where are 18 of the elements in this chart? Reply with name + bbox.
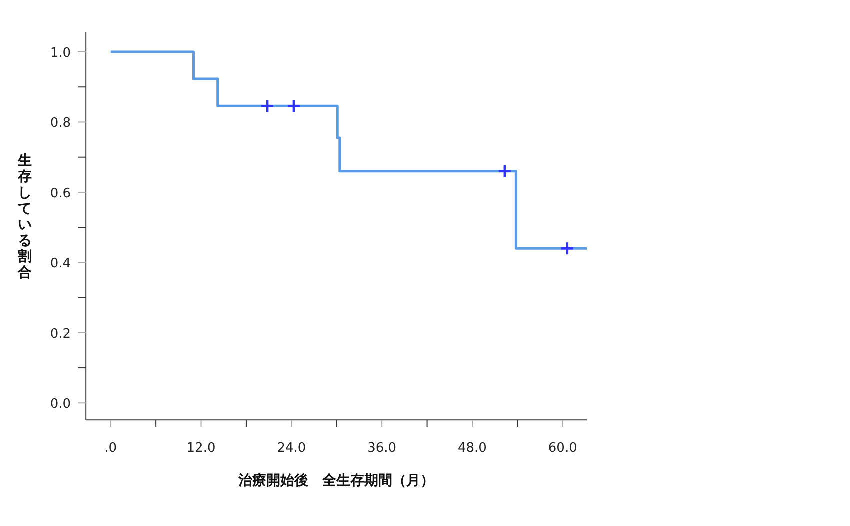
y-tick-label: 0.8 [50, 116, 71, 132]
x-tick-label: 36.0 [368, 441, 397, 456]
x-tick-label: 48.0 [458, 441, 487, 456]
point [286, 98, 302, 114]
point [498, 164, 512, 178]
point [260, 98, 275, 114]
x-tick-label: 60.0 [548, 441, 578, 456]
y-tick-label: 0.4 [50, 256, 71, 272]
x-tick-label: 12.0 [186, 441, 216, 456]
x-axis-title: 治療開始後 全生存期間（月） [238, 472, 434, 489]
x-tick-label: .0 [104, 441, 118, 456]
y-tick-label: 0.6 [50, 186, 71, 202]
x-tick-label: 24.0 [277, 441, 306, 456]
point [560, 242, 575, 256]
y-tick-label: 0.2 [50, 326, 71, 342]
y-axis-title: 生存している割合 [17, 153, 32, 281]
y-tick-label: 0.0 [50, 397, 71, 412]
y-tick-label: 1.0 [50, 46, 71, 62]
